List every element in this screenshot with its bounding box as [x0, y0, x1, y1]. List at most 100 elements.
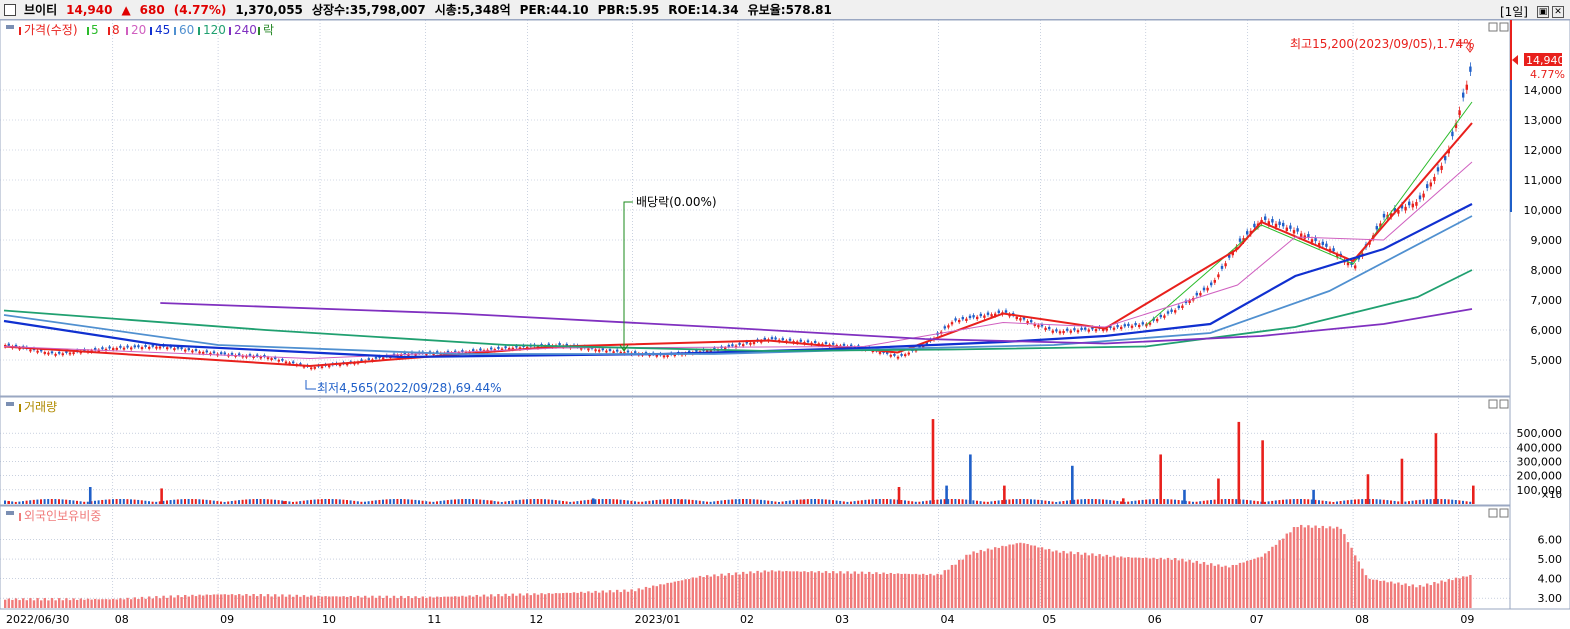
close-icon[interactable]: ✕ [1552, 5, 1564, 18]
volume-bar [1138, 500, 1140, 504]
foreign-bar [1264, 553, 1267, 608]
candle-body [1375, 226, 1378, 230]
candle-body [14, 344, 18, 347]
foreign-bar [1130, 557, 1134, 608]
ma-120-line [3, 269, 1473, 352]
foreign-bar [842, 573, 846, 608]
stock-chart[interactable]: 5,000 6,000 7,000 8,000 9,000 10,000 11,000 12,… [0, 20, 1570, 629]
foreign-bar [648, 587, 651, 608]
candle-body [1177, 305, 1180, 309]
foreign-bar [1112, 555, 1116, 608]
foreign-bar [1170, 559, 1173, 608]
volume-bar [652, 500, 654, 504]
candle-body [608, 349, 612, 351]
candle-body [565, 343, 568, 346]
candle-body [220, 352, 223, 355]
foreign-bar [752, 573, 756, 608]
restore-icon[interactable]: ▣ [1537, 5, 1549, 18]
volume-bar [58, 499, 60, 504]
dividend-annotation: 배당락(0.00%) [636, 195, 717, 209]
foreign-tick-label: 4.00 [1538, 573, 1563, 586]
candle-body [1004, 310, 1008, 313]
volume-bar [950, 499, 953, 504]
volume-bar [306, 500, 309, 504]
last-price-label: 14,940 [1526, 54, 1565, 67]
volume-bar [997, 500, 1000, 504]
pane-minimize-icon[interactable] [1488, 399, 1498, 409]
candle-body [367, 358, 370, 361]
volume-bar [641, 501, 644, 504]
foreign-bar [446, 596, 450, 608]
candle-body [436, 351, 439, 354]
candle-body [612, 351, 615, 354]
pane-close-icon[interactable] [1499, 22, 1509, 32]
foreign-bar [65, 598, 68, 608]
candle-body [122, 347, 126, 350]
legend-marker-icon [19, 513, 21, 521]
foreign-bar [814, 572, 817, 608]
candle-body [58, 351, 61, 354]
foreign-bar [688, 579, 691, 608]
volume-bar [1472, 485, 1475, 504]
candle-body [1055, 329, 1058, 332]
volume-bar [716, 500, 719, 504]
pane-minimize-icon[interactable] [1488, 508, 1498, 518]
volume-bar [122, 499, 125, 504]
candle-body [288, 362, 291, 365]
pane-close-icon[interactable] [1499, 399, 1509, 409]
select-checkbox[interactable] [4, 3, 16, 16]
candle-body [1051, 330, 1054, 333]
foreign-bar [248, 595, 252, 608]
candle-body [774, 337, 777, 340]
foreign-bar [551, 593, 554, 608]
grid-lines [0, 20, 1510, 609]
legend-ma8: 8 [112, 23, 120, 37]
volume-bar [587, 499, 590, 504]
candle-body [1040, 324, 1044, 327]
candle-body [709, 350, 712, 352]
volume-bar [554, 500, 557, 504]
foreign-bar [1397, 582, 1400, 608]
candle-body [745, 341, 748, 344]
candle-body [277, 359, 280, 362]
time-tick-label: 11 [427, 613, 441, 626]
candle-body [904, 354, 907, 357]
foreign-bar [338, 596, 342, 608]
foreign-bar [1094, 555, 1098, 608]
foreign-bar [612, 592, 615, 608]
pane-close-icon[interactable] [1499, 508, 1509, 518]
foreign-bar [1433, 581, 1436, 608]
volume-bar [356, 501, 359, 504]
candle-body [338, 364, 342, 367]
candle-body [979, 313, 982, 317]
foreign-bar [94, 598, 97, 608]
volume-bar [425, 501, 428, 504]
candle-body [1220, 265, 1224, 269]
volume-bar [680, 499, 683, 504]
foreign-bar [43, 598, 46, 608]
volume-bar [50, 499, 53, 504]
pane-minimize-icon[interactable] [1488, 22, 1498, 32]
foreign-bar [1087, 555, 1090, 608]
period-selector[interactable]: [1일] [1499, 5, 1528, 19]
foreign-bar [295, 594, 298, 608]
volume-bar [1296, 499, 1299, 504]
candle-body [958, 319, 961, 323]
volume-bar [7, 501, 10, 504]
stock-name[interactable]: 브이티 [24, 3, 58, 17]
volume-bar [328, 499, 330, 504]
foreign-bar [569, 592, 572, 608]
volume-bar [202, 499, 204, 504]
price-change: 680 [139, 2, 165, 17]
volume-bar [1116, 500, 1119, 504]
volume-bar [1174, 499, 1176, 504]
volume-bar [1001, 500, 1004, 504]
candle-body [997, 310, 1000, 313]
candle-body [133, 345, 136, 348]
time-tick-label: 03 [835, 613, 849, 626]
volume-bar [1202, 500, 1205, 504]
foreign-bar [990, 549, 993, 608]
foreign-bar [868, 571, 871, 608]
volume-bar [1408, 501, 1410, 504]
candle-body [310, 367, 313, 370]
